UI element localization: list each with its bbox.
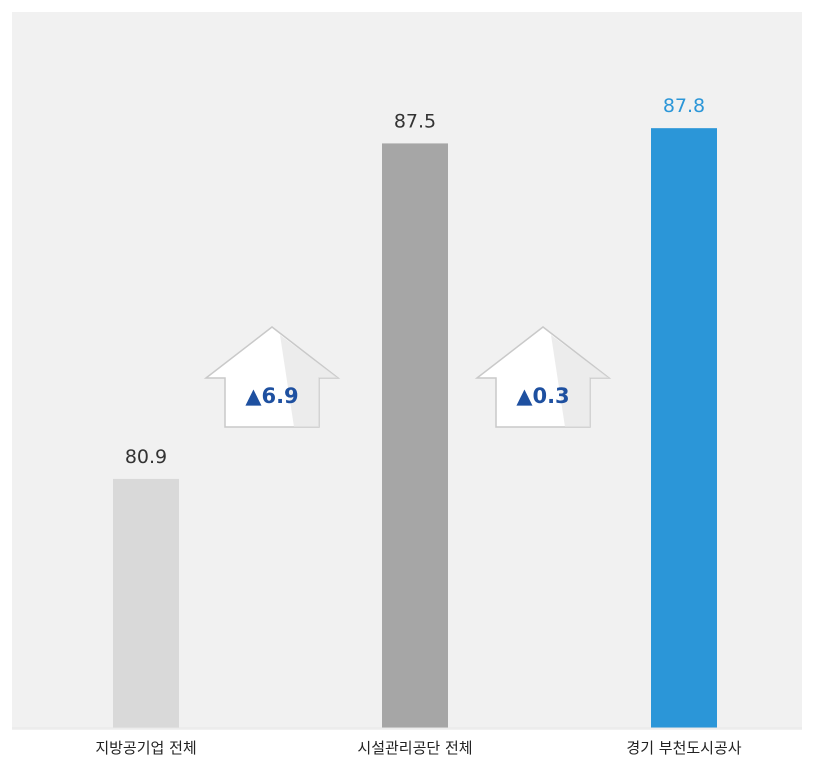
bar [382,143,448,728]
arrow-shade [551,335,609,427]
category-label: 시설관리공단 전체 [357,739,472,757]
bar-value-label: 80.9 [125,446,167,468]
difference-label: ▲0.3 [516,384,569,408]
bar [113,478,179,728]
bar [651,128,717,728]
category-label: 경기 부천도시공사 [626,739,741,757]
bar-value-label: 87.8 [663,95,705,117]
bar-value-label: 87.5 [394,110,436,132]
category-label: 지방공기업 전체 [95,739,196,757]
difference-label: ▲6.9 [245,384,298,408]
arrow-shade [280,335,338,427]
